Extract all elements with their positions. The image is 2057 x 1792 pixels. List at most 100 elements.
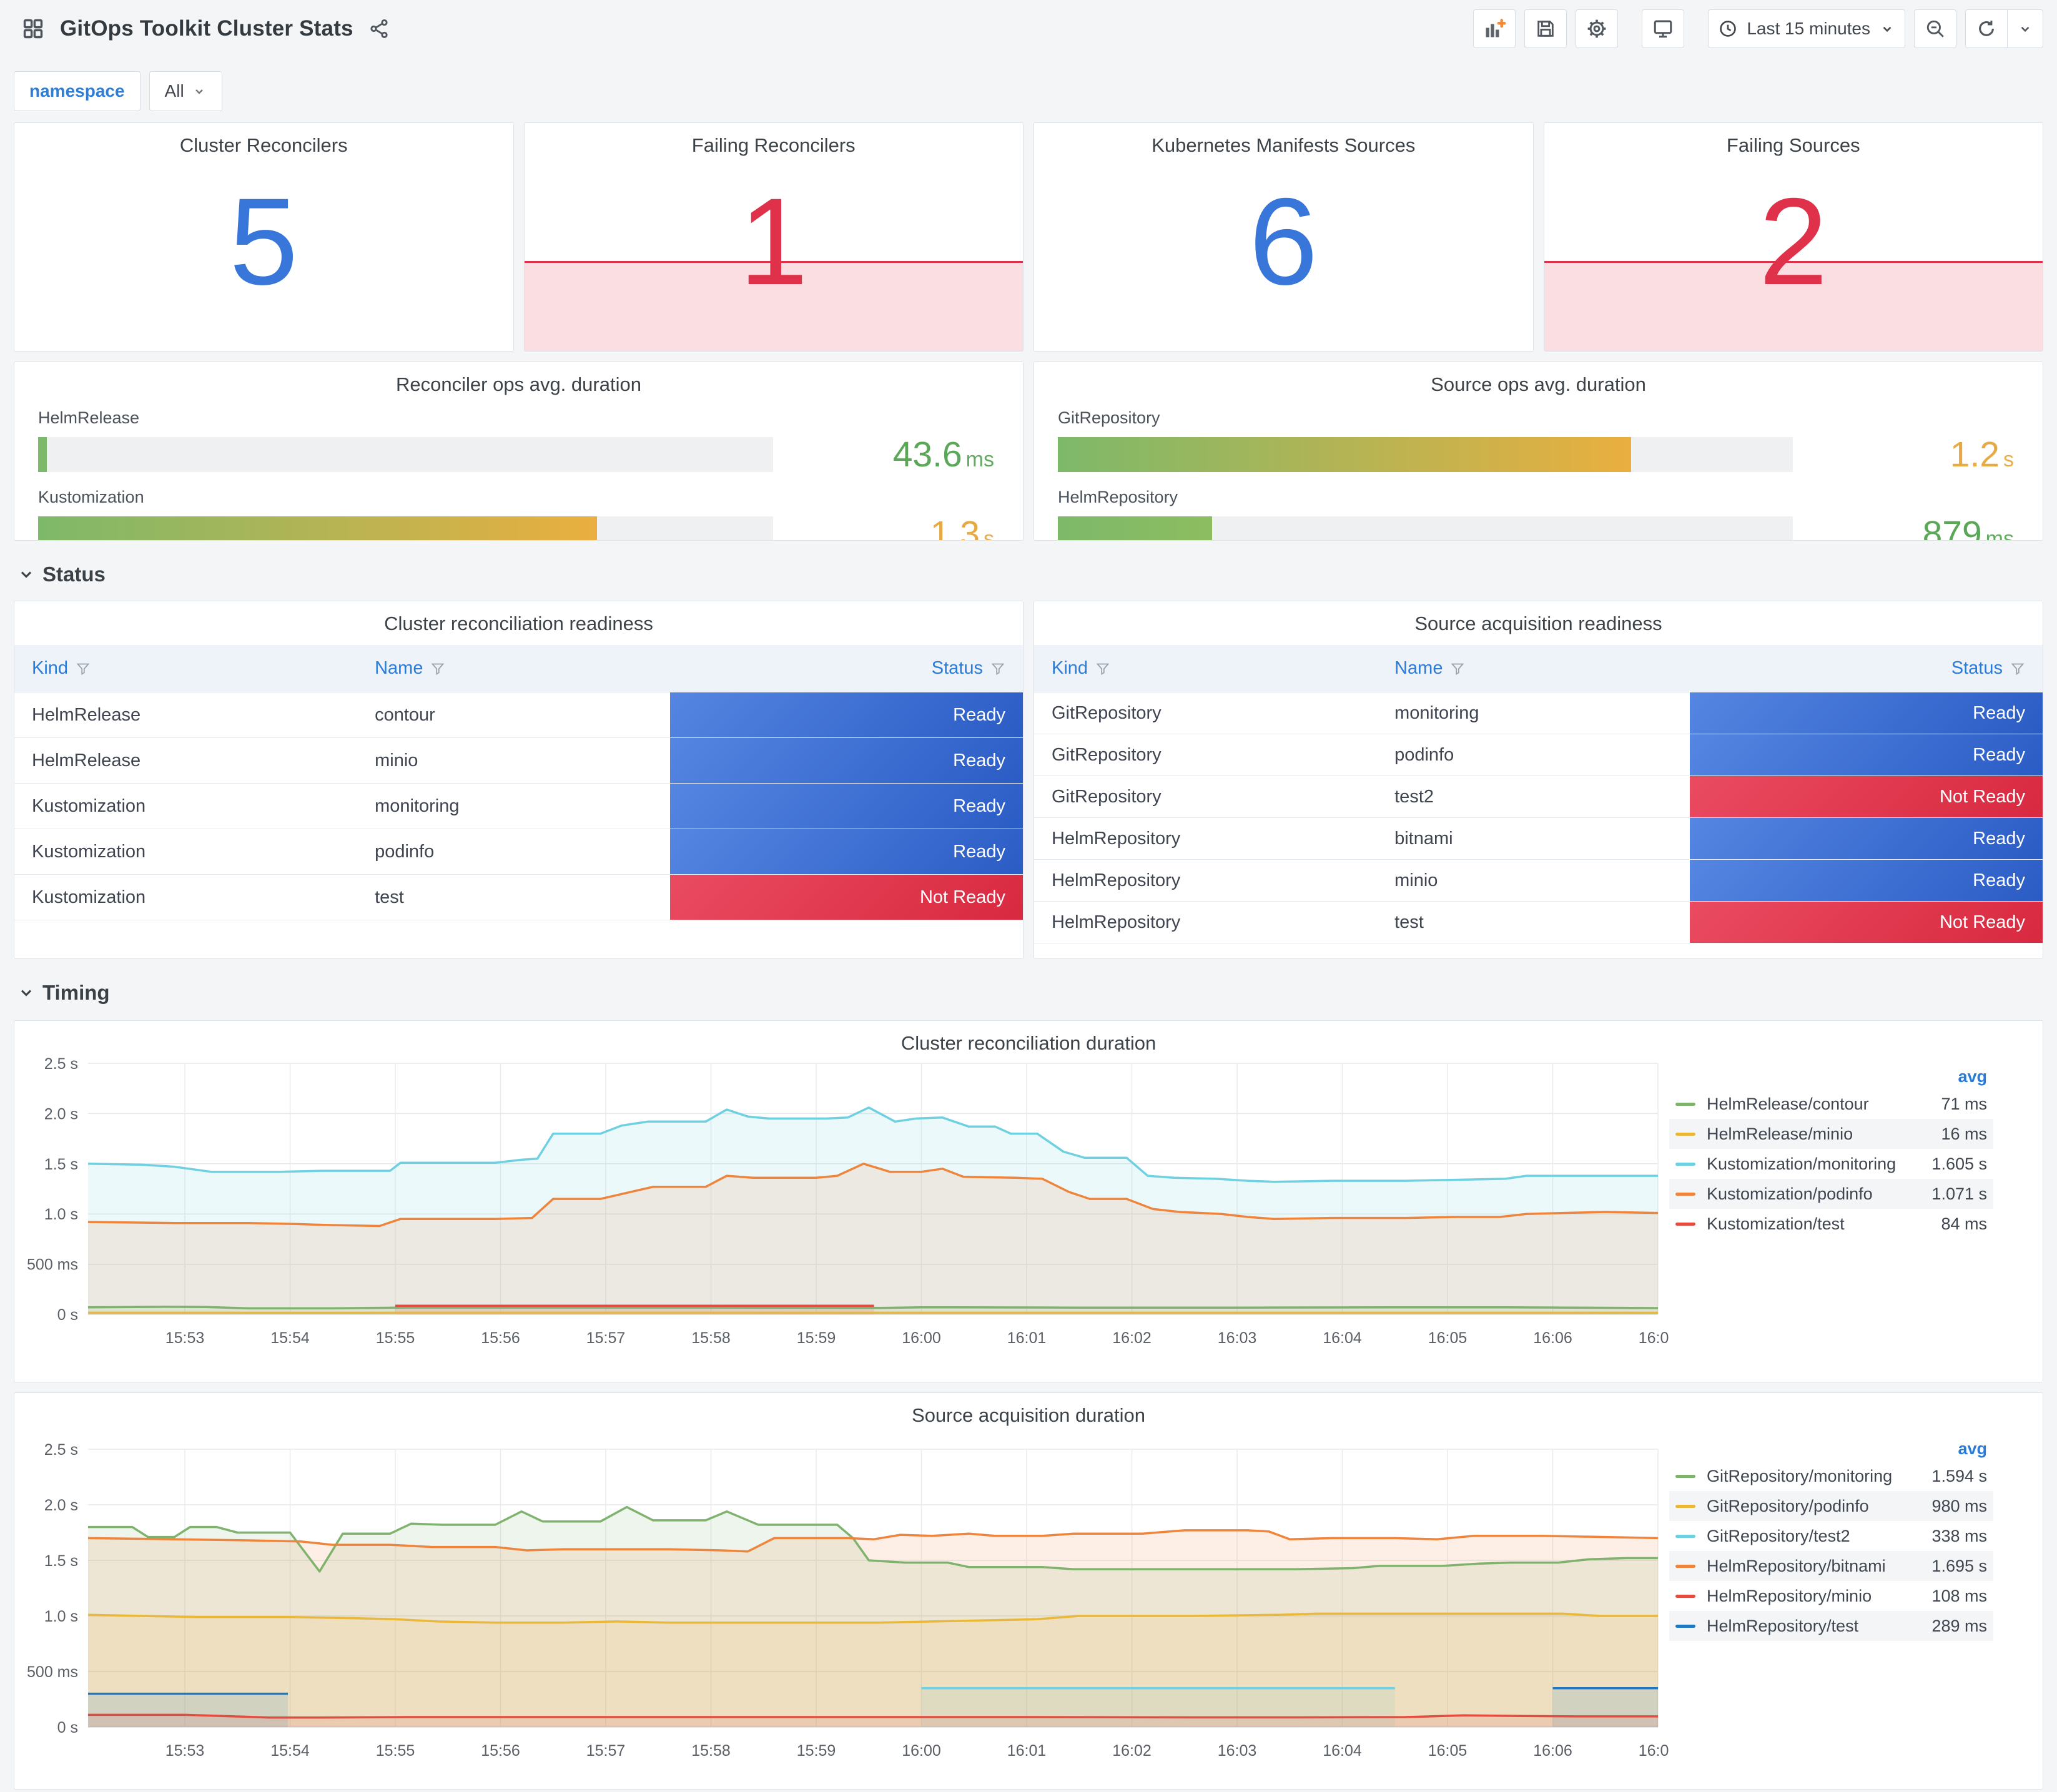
section-header-timing[interactable]: Timing [14, 975, 2043, 1010]
legend-item[interactable]: HelmRepository/test 289 ms [1669, 1611, 1993, 1641]
table-row: GitRepository test2 Not Ready [1034, 776, 2043, 818]
svg-text:15:54: 15:54 [270, 1742, 310, 1760]
stat-value: 5 [229, 172, 298, 310]
legend-series-name: HelmRelease/minio [1707, 1124, 1853, 1143]
legend-series-swatch [1675, 1192, 1695, 1196]
svg-text:16:05: 16:05 [1428, 1742, 1468, 1760]
column-header-kind[interactable]: Kind [1034, 658, 1377, 679]
column-header-name[interactable]: Name [357, 658, 670, 679]
table-row: HelmRelease minio Ready [14, 738, 1023, 784]
cell-status-badge: Ready [669, 692, 1023, 737]
legend-item[interactable]: HelmRelease/minio 16 ms [1669, 1119, 1993, 1149]
filter-funnel-icon[interactable] [990, 661, 1005, 676]
cell-name: podinfo [375, 841, 435, 862]
cell-kind: HelmRepository [1052, 828, 1181, 849]
stat-sparkline-area [524, 260, 1023, 351]
column-header-kind[interactable]: Kind [14, 658, 357, 679]
chart-plot-area[interactable]: 0 s 500 ms 1.0 s 1.5 s 2.0 s 2.5 s 15:53 15:54 1… [14, 1427, 1677, 1770]
clock-icon [1720, 21, 1737, 37]
page-title: GitOps Toolkit Cluster Stats [60, 16, 353, 41]
zoom-out-button[interactable] [1914, 9, 1956, 48]
cell-kind: HelmRelease [32, 704, 141, 725]
legend-series-name: HelmRepository/bitnami [1707, 1556, 1886, 1575]
legend-item[interactable]: GitRepository/test2 338 ms [1669, 1521, 1993, 1551]
variable-namespace-select[interactable]: All [149, 71, 222, 111]
table-row: Kustomization test Not Ready [14, 875, 1023, 920]
add-panel-button[interactable] [1473, 9, 1516, 48]
legend-item[interactable]: GitRepository/monitoring 1.594 s [1669, 1461, 1993, 1491]
column-header-status[interactable]: Status [670, 658, 1023, 679]
filter-funnel-icon[interactable] [1095, 661, 1110, 676]
cell-status-badge: Ready [1689, 734, 2043, 775]
chart-plot-area[interactable]: 0 s 500 ms 1.0 s 1.5 s 2.0 s 2.5 s 15:53 15:54 1… [14, 1055, 1677, 1357]
legend-series-avg: 108 ms [1931, 1586, 1987, 1605]
bar-gauge-row: HelmRepository 879 ms [1058, 488, 2019, 541]
legend-series-swatch [1675, 1474, 1695, 1478]
section-header-status[interactable]: Status [14, 557, 2043, 592]
gauges-row: Reconciler ops avg. duration HelmRelease 4… [14, 362, 2043, 541]
svg-text:16:05: 16:05 [1428, 1329, 1468, 1347]
refresh-button[interactable] [1965, 9, 2008, 48]
filter-funnel-icon[interactable] [76, 661, 91, 676]
svg-text:16:01: 16:01 [1007, 1329, 1047, 1347]
cell-name: monitoring [1394, 702, 1479, 723]
cell-kind: HelmRepository [1052, 912, 1181, 932]
cell-kind: Kustomization [32, 887, 146, 907]
column-header-name[interactable]: Name [1377, 658, 1690, 679]
stat-panel-failing-sources: Failing Sources 2 [1543, 122, 2043, 352]
bar-gauge-value-number: 879 [1922, 514, 1982, 541]
apps-grid-icon[interactable] [21, 17, 45, 41]
svg-text:16:03: 16:03 [1218, 1329, 1257, 1347]
stat-panel-title: Cluster Reconcilers [179, 134, 348, 156]
legend-avg-header[interactable]: avg [1958, 1439, 1987, 1458]
time-range-picker[interactable]: Last 15 minutes [1708, 9, 1905, 48]
legend-item[interactable]: GitRepository/podinfo 980 ms [1669, 1491, 1993, 1521]
cell-name: test2 [1394, 786, 1434, 807]
bar-gauge-fill [38, 437, 47, 472]
cell-name: bitnami [1394, 828, 1453, 849]
svg-text:15:56: 15:56 [481, 1742, 520, 1760]
tv-mode-button[interactable] [1642, 9, 1685, 48]
cell-name: test [375, 887, 404, 907]
chevron-down-icon [2021, 26, 2030, 32]
legend-item[interactable]: HelmRepository/minio 108 ms [1669, 1581, 1993, 1611]
table-row: HelmRepository test Not Ready [1034, 902, 2043, 943]
cell-status-badge: Ready [669, 784, 1023, 829]
toolbar: Last 15 minutes [1473, 9, 2043, 48]
column-header-status[interactable]: Status [1690, 658, 2043, 679]
legend-avg-header[interactable]: avg [1958, 1067, 1987, 1086]
refresh-interval-dropdown[interactable] [2008, 9, 2043, 48]
cell-kind: Kustomization [32, 795, 146, 816]
bar-gauge-label: HelmRelease [38, 408, 140, 427]
share-icon[interactable] [368, 18, 390, 39]
cell-kind: Kustomization [32, 841, 146, 862]
cell-kind: HelmRepository [1052, 870, 1181, 890]
stat-value: 1 [739, 172, 808, 310]
table-row: Kustomization monitoring Ready [14, 784, 1023, 829]
stat-panel-title: Failing Sources [1726, 134, 1860, 156]
chart-legend: avg HelmRelease/contour 71 ms HelmRelease/m… [1669, 1055, 2010, 1239]
cell-status-badge: Ready [1689, 818, 2043, 859]
svg-text:15:53: 15:53 [165, 1329, 205, 1347]
legend-item[interactable]: Kustomization/podinfo 1.071 s [1669, 1179, 1993, 1209]
filter-funnel-icon[interactable] [1450, 661, 1465, 676]
legend-item[interactable]: Kustomization/monitoring 1.605 s [1669, 1149, 1993, 1179]
filter-funnel-icon[interactable] [2010, 661, 2025, 676]
chart-legend: avg GitRepository/monitoring 1.594 s GitRep… [1669, 1427, 2010, 1641]
filter-funnel-icon[interactable] [430, 661, 445, 676]
legend-item[interactable]: HelmRelease/contour 71 ms [1669, 1089, 1993, 1119]
legend-series-avg: 84 ms [1941, 1214, 1987, 1233]
legend-series-name: Kustomization/test [1707, 1214, 1845, 1233]
legend-item[interactable]: Kustomization/test 84 ms [1669, 1209, 1993, 1239]
save-dashboard-button[interactable] [1524, 9, 1567, 48]
cell-name: contour [375, 704, 435, 725]
cell-status-badge: Ready [669, 738, 1023, 783]
cell-kind: GitRepository [1052, 786, 1162, 807]
legend-series-name: HelmRepository/test [1707, 1616, 1859, 1635]
legend-series-avg: 289 ms [1931, 1616, 1987, 1635]
bar-gauge-value-unit: ms [1985, 527, 2014, 541]
dashboard-settings-button[interactable] [1576, 9, 1619, 48]
legend-item[interactable]: HelmRepository/bitnami 1.695 s [1669, 1551, 1993, 1581]
svg-text:2.5 s: 2.5 s [44, 1441, 78, 1459]
bar-gauge-value-number: 1.3 [930, 514, 980, 541]
